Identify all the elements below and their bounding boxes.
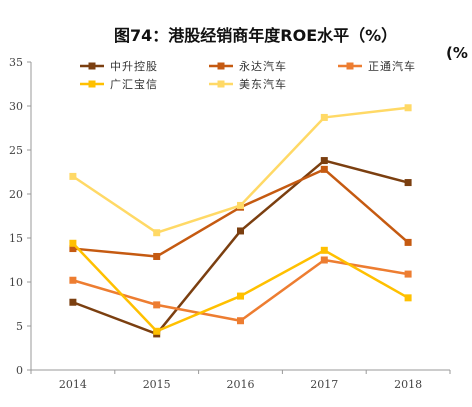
data-point [237, 201, 244, 209]
legend-label: 美东汽车 [239, 77, 287, 91]
y-tick-label: 15 [9, 232, 23, 245]
y-tick-label: 25 [9, 144, 23, 157]
data-point [320, 165, 328, 173]
x-tick-label: 2017 [310, 378, 338, 391]
data-point [153, 229, 161, 237]
legend-entry: 永达汽车 [209, 59, 287, 73]
series-1 [69, 157, 412, 338]
data-point [69, 245, 77, 253]
legend-label: 广汇宝信 [110, 77, 158, 91]
data-point [404, 294, 412, 302]
unit-label: (% [446, 44, 468, 62]
data-point [404, 104, 412, 112]
y-tick-label: 10 [9, 276, 23, 289]
legend-label: 中升控股 [110, 59, 158, 73]
y-tick-label: 35 [9, 56, 23, 69]
data-point [404, 270, 412, 278]
series-line [72, 159, 409, 336]
chart-title: 图74：港股经销商年度ROE水平（%） [114, 26, 398, 45]
data-point [237, 227, 244, 235]
legend-entry: 正通汽车 [338, 59, 416, 73]
series-4 [69, 239, 412, 335]
data-point [320, 246, 328, 254]
data-point [404, 179, 412, 187]
legend-marker [217, 80, 225, 88]
data-point [153, 252, 161, 260]
data-point [320, 157, 328, 165]
legend-marker [88, 80, 96, 88]
data-point [153, 301, 161, 309]
series-2 [69, 165, 412, 260]
data-point [237, 317, 244, 325]
legend-marker [346, 62, 354, 70]
data-point [237, 292, 244, 300]
data-point [404, 238, 412, 246]
data-point [69, 172, 77, 180]
data-point [69, 298, 77, 306]
axes: 0 5 10 15 20 25 30 35 2014 2015 2016 2017 2018 [9, 56, 451, 391]
legend-entry: 广汇宝信 [80, 77, 158, 91]
legend-label: 正通汽车 [368, 59, 416, 73]
y-tick-label: 20 [9, 188, 23, 201]
data-point [320, 113, 328, 121]
legend-marker [88, 62, 96, 70]
data-point [320, 256, 328, 264]
y-tick-label: 30 [9, 100, 23, 113]
x-tick-label: 2015 [143, 378, 171, 391]
y-tick-label: 0 [16, 364, 23, 377]
series-5 [69, 104, 412, 237]
data-point [69, 276, 77, 284]
y-tick-label: 5 [16, 320, 23, 333]
data-point [153, 327, 161, 335]
x-tick-label: 2014 [59, 378, 87, 391]
legend-entry: 美东汽车 [209, 77, 287, 91]
x-tick-label: 2018 [394, 378, 422, 391]
series-lines [69, 104, 412, 338]
legend-marker [217, 62, 225, 70]
data-point [69, 239, 77, 247]
series-3 [69, 256, 412, 325]
legend-label: 永达汽车 [239, 59, 287, 73]
x-tick-label: 2016 [227, 378, 255, 391]
series-line [72, 168, 409, 258]
legend-entry: 中升控股 [80, 59, 158, 73]
